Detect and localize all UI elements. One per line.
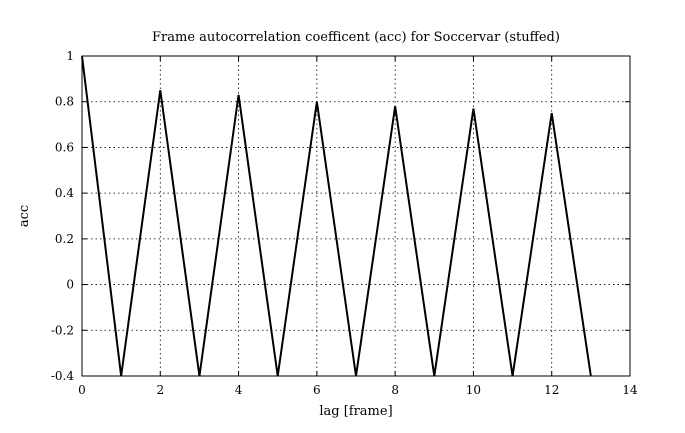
y-tick-label-2: 0 xyxy=(66,278,74,292)
grid-lines xyxy=(82,56,630,376)
x-tick-label-5: 10 xyxy=(466,383,481,397)
x-tick-label-3: 6 xyxy=(313,383,321,397)
y-tick-label-6: 0.8 xyxy=(55,95,74,109)
x-axis-ticks: 0 2 4 6 8 10 12 14 xyxy=(78,56,638,397)
x-tick-label-6: 12 xyxy=(544,383,559,397)
x-tick-label-2: 4 xyxy=(235,383,243,397)
series-line-0 xyxy=(81,55,592,377)
y-tick-label-7: 1 xyxy=(66,49,74,63)
x-tick-label-1: 2 xyxy=(156,383,164,397)
y-tick-label-5: 0.6 xyxy=(55,140,74,154)
x-tick-label-7: 14 xyxy=(622,383,638,397)
y-tick-label-4: 0.4 xyxy=(55,186,74,200)
x-tick-label-0: 0 xyxy=(78,383,86,397)
chart-title: Frame autocorrelation coefficent (acc) f… xyxy=(152,30,560,45)
y-axis-label: acc xyxy=(17,205,32,227)
y-axis-ticks: -0.4 -0.2 0 0.2 0.4 0.6 0.8 1 xyxy=(51,49,630,383)
series-group xyxy=(81,55,592,377)
plot-frame xyxy=(81,55,631,377)
x-axis-label: lag [frame] xyxy=(319,404,392,419)
y-tick-label-0: -0.4 xyxy=(51,369,75,383)
y-tick-label-3: 0.2 xyxy=(55,232,74,246)
y-tick-label-1: -0.2 xyxy=(51,323,74,337)
x-tick-label-4: 8 xyxy=(391,383,399,397)
